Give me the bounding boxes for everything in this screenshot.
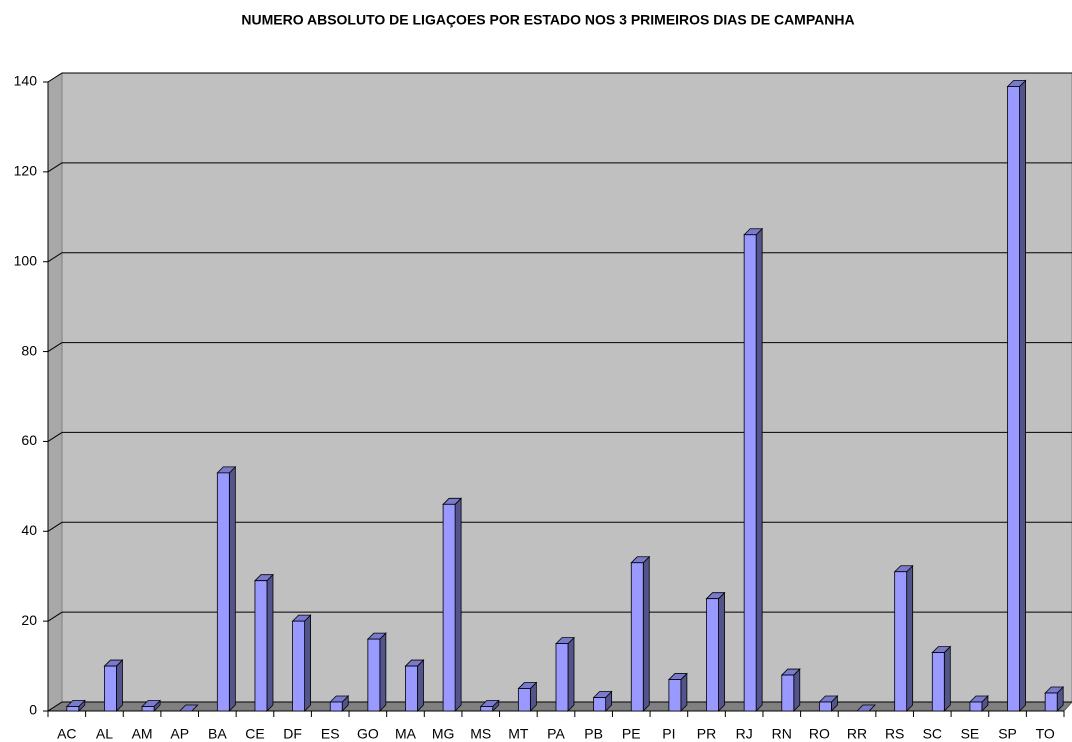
x-tick-label: PR xyxy=(697,726,716,742)
grid-line xyxy=(47,162,63,173)
x-tick-label: ES xyxy=(321,726,340,742)
bar-side xyxy=(266,573,274,712)
grid-line xyxy=(47,701,63,712)
x-tick-label: CE xyxy=(245,726,264,742)
bar xyxy=(405,665,418,712)
y-tick-label: 0 xyxy=(29,702,37,718)
bar xyxy=(894,571,908,712)
bar-side xyxy=(943,645,951,712)
x-tick-label: TO xyxy=(1036,726,1055,742)
bar-side xyxy=(718,591,725,712)
bar xyxy=(969,701,983,712)
x-tick-label: MS xyxy=(470,726,491,742)
x-tick-label: PA xyxy=(547,726,565,742)
bar-side xyxy=(642,555,650,712)
bar-side xyxy=(304,614,311,712)
y-tick-label: 20 xyxy=(21,612,37,628)
x-tick-label: GO xyxy=(357,726,379,742)
x-tick-label: AM xyxy=(132,726,153,742)
bar xyxy=(480,706,494,712)
x-tick-label: MT xyxy=(508,726,529,742)
y-tick-label: 80 xyxy=(21,342,37,358)
bar-side xyxy=(906,564,914,712)
bar xyxy=(367,638,381,712)
x-tick-label: PI xyxy=(662,726,675,742)
y-tick-label: 120 xyxy=(14,163,38,179)
x-tick-label: RN xyxy=(772,726,792,742)
y-tick-label: 140 xyxy=(14,73,38,89)
x-tick-label: BA xyxy=(208,726,227,742)
bar xyxy=(517,688,531,712)
bar xyxy=(630,562,644,712)
y-tick-label: 40 xyxy=(21,522,37,538)
bar xyxy=(1007,86,1020,712)
back-wall xyxy=(61,72,1072,703)
bar xyxy=(216,472,230,712)
x-tick-label: RO xyxy=(809,726,830,742)
bar xyxy=(781,674,795,712)
bar xyxy=(141,706,155,712)
bar-top xyxy=(856,704,877,712)
x-tick-label: AP xyxy=(170,726,189,742)
side-wall xyxy=(47,72,63,712)
bar xyxy=(442,503,456,712)
bar-side xyxy=(567,636,575,712)
bar-top xyxy=(178,704,199,712)
bar xyxy=(66,706,80,712)
bar-side xyxy=(417,659,424,712)
x-tick-label: RR xyxy=(847,726,867,742)
grid-line xyxy=(47,252,63,263)
bar xyxy=(593,697,607,712)
grid-line xyxy=(47,521,63,532)
bar xyxy=(706,598,719,712)
x-tick-label: MA xyxy=(395,726,417,742)
bar xyxy=(931,652,945,712)
grid-line xyxy=(47,342,63,352)
bar xyxy=(819,701,832,712)
x-tick-label: RS xyxy=(885,726,904,742)
bar xyxy=(668,679,682,712)
bar-side xyxy=(379,632,387,712)
bar-side xyxy=(793,668,801,712)
bar xyxy=(104,665,117,712)
x-tick-label: SC xyxy=(923,726,942,742)
bar xyxy=(1044,692,1058,712)
bar-side xyxy=(116,659,123,712)
x-tick-label: SE xyxy=(961,726,980,742)
x-tick-label: AC xyxy=(57,726,76,742)
x-tick-label: MG xyxy=(432,726,455,742)
bar xyxy=(555,643,569,712)
grid-line xyxy=(47,611,63,622)
bar-side xyxy=(755,227,763,712)
bar xyxy=(254,580,268,712)
x-tick-label: DF xyxy=(283,726,302,742)
grid-line xyxy=(47,72,63,83)
grid-line xyxy=(47,432,63,442)
bar-side xyxy=(228,465,236,712)
bar xyxy=(743,234,757,712)
x-tick-label: AL xyxy=(96,726,113,742)
chart-title: NUMERO ABSOLUTO DE LIGAÇOES POR ESTADO N… xyxy=(241,12,854,28)
y-tick-label: 60 xyxy=(21,432,37,448)
x-tick-label: SP xyxy=(998,726,1017,742)
bar xyxy=(292,620,305,712)
x-tick-label: RJ xyxy=(736,726,753,742)
bar-side xyxy=(454,497,462,712)
x-tick-label: PE xyxy=(622,726,641,742)
x-tick-label: PB xyxy=(584,726,603,742)
bar xyxy=(329,701,343,712)
y-tick-label: 100 xyxy=(14,252,38,268)
bar-side xyxy=(1019,79,1026,712)
